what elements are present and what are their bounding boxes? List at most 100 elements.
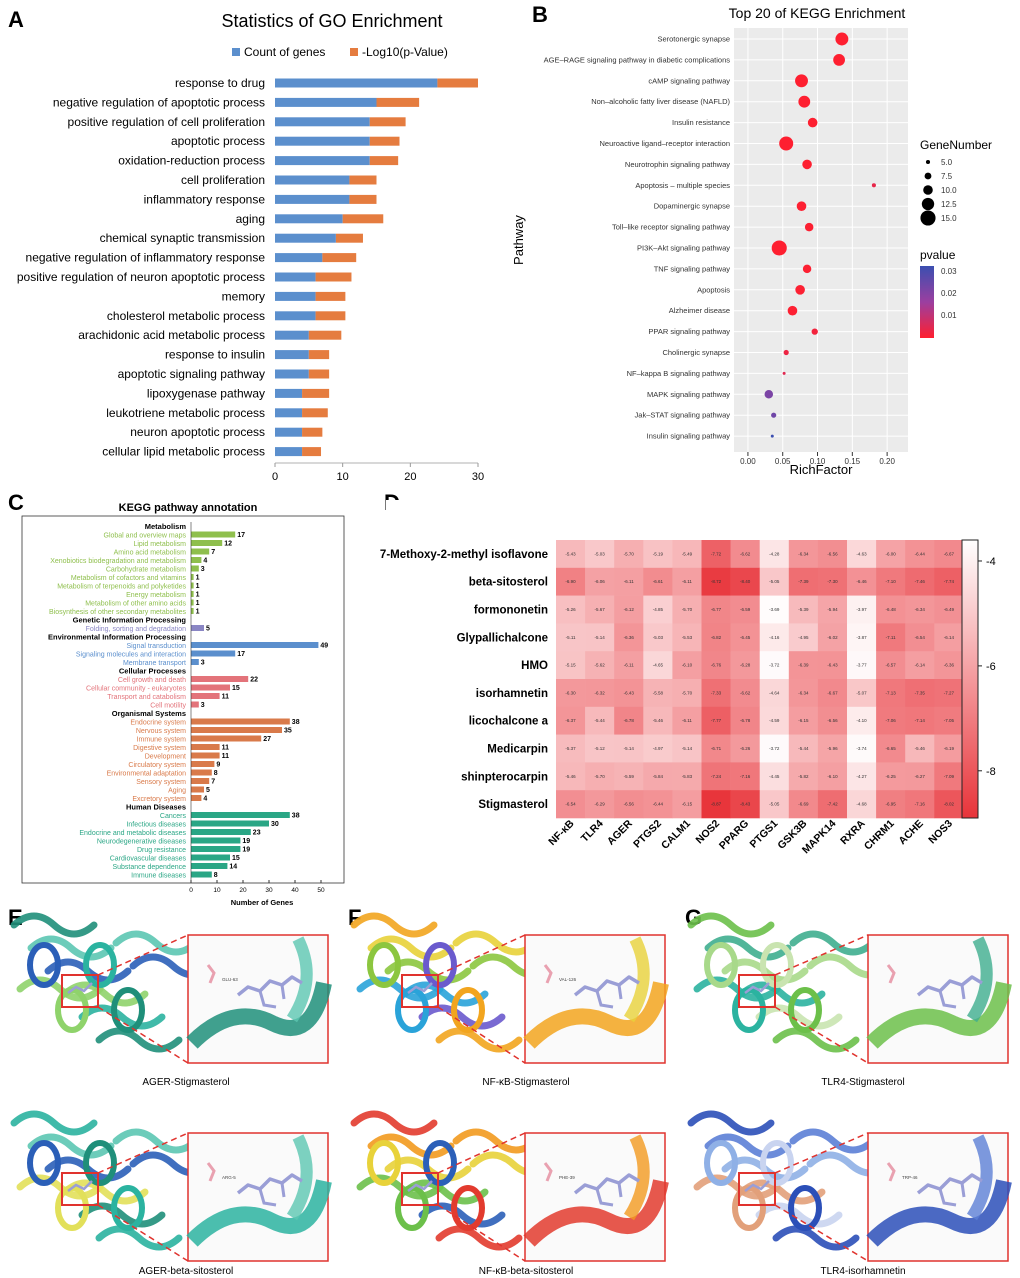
- go-count-bar: [275, 78, 438, 88]
- heatmap-cell: [643, 651, 673, 680]
- kegg-pathway-label: Neurotrophin signaling pathway: [625, 160, 730, 169]
- panel-b: B Top 20 of KEGG Enrichment Serotonergic…: [511, 2, 992, 477]
- residue-sticks: [206, 964, 216, 984]
- kegg-pathway-label: cAMP signaling pathway: [648, 76, 730, 85]
- protein-ribbon: [435, 1225, 523, 1251]
- heatmap-cell: [788, 762, 819, 791]
- gene-number-legend-label: 12.5: [941, 200, 957, 209]
- kegg-subclass-value: 15: [232, 855, 240, 862]
- kegg-subclass-label: Excretory system: [132, 796, 186, 803]
- protein-helix: [367, 1140, 401, 1186]
- ligand-mini: [407, 1180, 433, 1192]
- gene-number-legend-dot: [920, 210, 936, 226]
- ligand-sticks: [938, 984, 966, 1009]
- kegg-subclass-label: Neurodegenerative diseases: [97, 839, 187, 846]
- heatmap-cell: [730, 762, 760, 791]
- heatmap-cell-value: -7.11: [886, 635, 896, 640]
- heatmap-cell: [759, 706, 790, 735]
- heatmap-row-label: Stigmasterol: [478, 799, 548, 811]
- kegg-subclass-bar: [191, 820, 269, 827]
- kegg-c-x-tick-label: 20: [239, 887, 247, 894]
- heatmap-cell-value: -5.14: [595, 635, 606, 640]
- docking-caption: NF-κB-beta-sitosterol: [479, 1266, 573, 1277]
- heatmap-cell: [730, 790, 760, 819]
- heatmap-cell-value: -6.15: [682, 802, 693, 807]
- ligand-sticks: [258, 1182, 286, 1207]
- protein-ribbon: [356, 1174, 444, 1200]
- heatmap-cell: [934, 595, 964, 624]
- protein-ribbon: [704, 1133, 792, 1159]
- panel-c-title: KEGG pathway annotation: [119, 502, 258, 514]
- kegg-subclass-label: Lipid metabolism: [133, 541, 186, 548]
- heatmap-cell: [643, 567, 673, 596]
- ligand-mini: [67, 982, 93, 994]
- go-log-bar: [349, 175, 377, 185]
- go-log-bar: [315, 272, 352, 282]
- heatmap-cell: [847, 762, 877, 791]
- panel-a-letter: A: [8, 7, 24, 32]
- heatmap-cell-value: -5.39: [798, 607, 809, 612]
- heatmap-cell-value: -5.70: [682, 690, 693, 695]
- heatmap-cell: [672, 706, 702, 735]
- heatmap-cell: [672, 679, 702, 708]
- heatmap-cell: [847, 679, 877, 708]
- kegg-subclass-bar: [191, 531, 236, 538]
- heatmap-cell: [643, 623, 673, 652]
- heatmap-cell-value: -5.96: [827, 746, 838, 751]
- heatmap-cell: [585, 623, 615, 652]
- heatmap-cell: [701, 734, 731, 763]
- heatmap-cell-value: -4.59: [769, 718, 780, 723]
- heatmap-cell: [614, 623, 644, 652]
- gene-number-legend-dot: [923, 185, 933, 195]
- heatmap-cell-value: -6.36: [624, 635, 635, 640]
- pvalue-tick-label: 0.03: [941, 267, 957, 276]
- heatmap-cell-value: -6.61: [653, 579, 664, 584]
- zoom-connector: [774, 1204, 869, 1262]
- zoom-connector: [774, 1006, 869, 1064]
- heatmap-cell-value: -6.71: [711, 746, 722, 751]
- kegg-subclass-value: 1: [196, 600, 200, 607]
- kegg-subclass-bar: [191, 565, 199, 572]
- heatmap-cell-value: -4.68: [856, 802, 867, 807]
- kegg-subclass-bar: [191, 863, 228, 869]
- heatmap-cell-value: -6.27: [915, 774, 926, 779]
- kegg-subclass-value: 38: [292, 813, 300, 820]
- heatmap-cell-value: -7.16: [740, 774, 751, 779]
- heatmap-cell: [672, 595, 702, 624]
- heatmap-cell-value: -3.74: [856, 746, 867, 751]
- heatmap-cell-value: -6.49: [944, 607, 955, 612]
- ligand-sticks: [916, 975, 983, 997]
- heatmap-cell-value: -6.32: [595, 690, 606, 695]
- heatmap-cell: [614, 679, 644, 708]
- panel-d: D -5.43-5.03-5.70-5.19-5.49-7.72-6.62-4.…: [380, 490, 1014, 888]
- go-term-label: response to insulin: [165, 348, 265, 362]
- heatmap-cell-value: -6.59: [740, 607, 751, 612]
- pvalue-tick-label: 0.02: [941, 289, 957, 298]
- heatmap-cell-value: -6.34: [798, 551, 809, 556]
- kegg-subclass-label: Signal transduction: [126, 643, 186, 650]
- heatmap-cell-value: -5.26: [565, 607, 576, 612]
- go-log-bar: [369, 117, 406, 127]
- inset-ribbon: [866, 981, 1012, 1049]
- legend-log-label: -Log10(p-Value): [362, 45, 448, 59]
- kegg-point: [795, 285, 805, 295]
- ligand-sticks: [573, 1173, 640, 1195]
- heatmap-cell: [730, 734, 760, 763]
- heatmap-cell: [643, 706, 673, 735]
- heatmap-cell-value: -7.10: [886, 579, 897, 584]
- heatmap-cell: [847, 706, 877, 735]
- heatmap-cell: [585, 734, 615, 763]
- heatmap-cell: [759, 651, 790, 680]
- kegg-subclass-label: Development: [145, 754, 186, 761]
- heatmap-cell-value: -6.11: [624, 579, 634, 584]
- heatmap-cell-value: -5.70: [682, 607, 693, 612]
- heatmap-cell: [934, 706, 964, 735]
- kegg-subclass-value: 5: [206, 626, 210, 633]
- heatmap-cell: [934, 623, 964, 652]
- colorbar-tick-label: -6: [986, 661, 996, 673]
- kegg-subclass-value: 23: [253, 830, 261, 837]
- heatmap-cell: [817, 679, 848, 708]
- kegg-subclass-bar: [191, 642, 319, 648]
- kegg-subclass-bar: [191, 608, 194, 614]
- heatmap-cell-value: -3.87: [856, 635, 867, 640]
